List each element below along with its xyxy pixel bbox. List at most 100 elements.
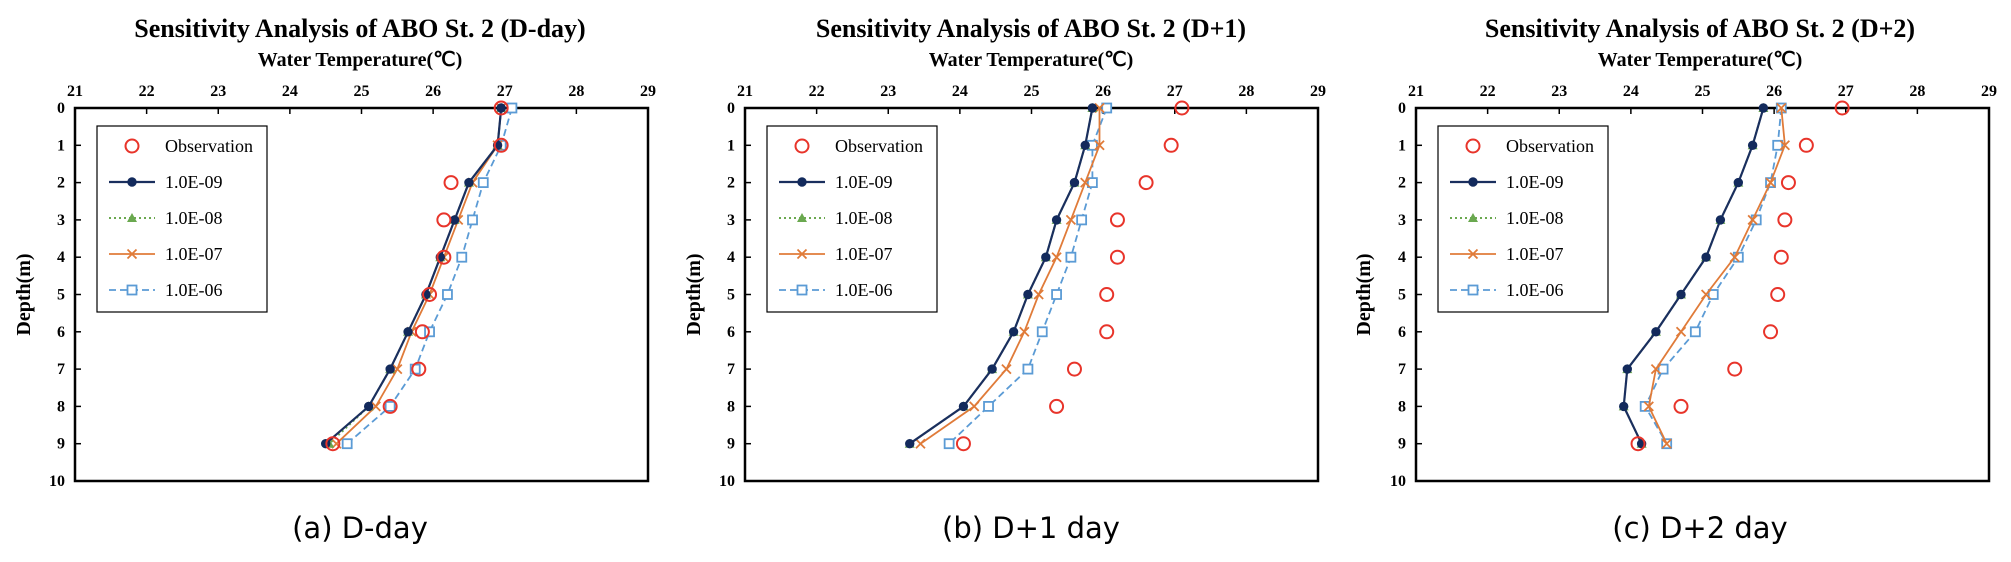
observation-point (1049, 398, 1065, 414)
x-tick-label: 24 (282, 83, 298, 100)
y-tick-label: 6 (727, 324, 735, 341)
series-point-1.0E-06 (506, 102, 518, 114)
legend-marker-1.0E-09 (127, 177, 137, 187)
x-tick-label: 23 (880, 83, 896, 100)
legend-label-1.0E-09: 1.0E-09 (835, 172, 893, 192)
series-point-1.0E-09 (385, 364, 395, 374)
series-point-1.0E-09 (1080, 140, 1090, 151)
y-tick-label: 9 (57, 436, 65, 453)
legend-observation-marker (794, 138, 810, 154)
series-point-1.0E-06 (1657, 363, 1669, 375)
series-point-1.0E-06 (1076, 214, 1088, 226)
legend-marker-1.0E-09 (797, 177, 807, 187)
legend-marker-1.0E-06 (796, 284, 808, 296)
legend-label-1.0E-08: 1.0E-08 (835, 208, 893, 228)
panel-caption: (c) D+2 day (1612, 511, 1787, 545)
x-tick-label: 23 (1551, 83, 1567, 100)
x-tick-label: 27 (1167, 83, 1183, 100)
chart-title: Sensitivity Analysis of ABO St. 2 (D+1) (816, 14, 1246, 43)
series-point-1.0E-09 (1758, 103, 1769, 113)
y-axis-label: Depth(m) (1353, 253, 1375, 335)
y-tick-label: 7 (727, 361, 735, 378)
y-tick-label: 3 (727, 212, 735, 229)
series-line-1.0E-09 (1622, 107, 1765, 445)
observation-point (493, 137, 509, 153)
y-tick-label: 6 (1398, 324, 1406, 341)
series-point-1.0E-09 (363, 401, 374, 412)
x-tick-label: 26 (425, 83, 441, 100)
series-point-1.0E-09 (1087, 103, 1098, 113)
legend-marker-1.0E-08 (127, 213, 137, 222)
series-point-1.0E-09 (496, 103, 506, 113)
observation-point (436, 212, 452, 228)
observation-point (1834, 100, 1850, 116)
series-point-1.0E-09 (1069, 177, 1080, 188)
x-tick-label: 24 (952, 83, 968, 100)
y-axis-label: Depth(m) (13, 253, 35, 335)
series-point-1.0E-09 (1041, 252, 1051, 262)
observation-point (411, 361, 427, 377)
observation-point (1763, 324, 1779, 340)
y-tick-label: 9 (727, 436, 735, 453)
legend-marker-1.0E-07 (1467, 248, 1479, 260)
chart-title: Sensitivity Analysis of ABO St. 2 (D-day… (134, 14, 585, 43)
legend-label-1.0E-07: 1.0E-07 (1506, 244, 1564, 264)
legend-marker-1.0E-06 (1467, 284, 1479, 296)
y-tick-label: 7 (1398, 361, 1406, 378)
x-axis-label: Water Temperature(℃) (258, 49, 462, 71)
x-axis-label: Water Temperature(℃) (929, 49, 1133, 71)
series-point-1.0E-09 (449, 215, 460, 225)
series-point-1.0E-06 (467, 214, 478, 226)
series-point-1.0E-07 (1765, 177, 1776, 188)
x-tick-label: 27 (497, 83, 513, 100)
series-point-1.0E-09 (1676, 289, 1686, 300)
series-point-1.0E-06 (1772, 139, 1784, 151)
legend-marker-1.0E-09 (1468, 177, 1478, 187)
series-point-1.0E-06 (477, 177, 489, 189)
series-line-1.0E-06 (346, 107, 513, 445)
observation-point (1780, 175, 1796, 191)
series-point-1.0E-07 (1033, 289, 1044, 300)
x-tick-label: 21 (67, 83, 83, 100)
y-tick-label: 3 (57, 212, 65, 229)
y-tick-label: 5 (727, 287, 735, 304)
panel-caption: (a) D-day (292, 511, 428, 545)
series-point-1.0E-06 (1036, 326, 1048, 338)
series-point-1.0E-07 (1051, 252, 1062, 263)
series-line-1.0E-06 (1644, 107, 1783, 445)
series-line-1.0E-07 (919, 108, 1101, 445)
series-point-1.0E-06 (983, 400, 994, 412)
series-point-1.0E-09 (1747, 140, 1758, 151)
observation-point (1109, 249, 1125, 265)
series-point-1.0E-06 (1689, 326, 1701, 338)
chart-panel-b: Sensitivity Analysis of ABO St. 2 (D+1) W… (683, 14, 1326, 545)
observation-point (436, 249, 452, 265)
x-tick-label: 25 (354, 83, 370, 100)
series-point-1.0E-06 (1086, 177, 1098, 189)
x-tick-label: 27 (1838, 83, 1854, 100)
series-line-1.0E-07 (335, 107, 503, 445)
y-tick-label: 2 (57, 175, 65, 192)
y-tick-label: 2 (1398, 175, 1406, 192)
y-tick-label: 1 (1398, 137, 1406, 154)
series-point-1.0E-06 (456, 251, 468, 263)
series-point-1.0E-07 (1019, 326, 1030, 337)
y-tick-label: 10 (1390, 473, 1406, 490)
series-point-1.0E-07 (1747, 214, 1758, 226)
observation-point (1099, 324, 1115, 340)
legend-label-1.0E-06: 1.0E-06 (165, 280, 223, 300)
series-point-1.0E-09 (1023, 289, 1033, 300)
observation-point (1163, 137, 1179, 153)
series-point-1.0E-07 (1001, 363, 1012, 375)
legend-label-observation: Observation (1506, 136, 1594, 156)
series-point-1.0E-07 (1643, 401, 1654, 412)
y-tick-label: 8 (727, 398, 735, 415)
series-point-1.0E-09 (987, 364, 997, 374)
y-tick-label: 4 (727, 249, 735, 266)
x-tick-label: 29 (1981, 83, 1997, 100)
series-point-1.0E-07 (1700, 289, 1712, 300)
y-tick-label: 10 (49, 473, 65, 490)
series-point-1.0E-07 (915, 438, 926, 449)
y-tick-label: 1 (57, 137, 65, 154)
